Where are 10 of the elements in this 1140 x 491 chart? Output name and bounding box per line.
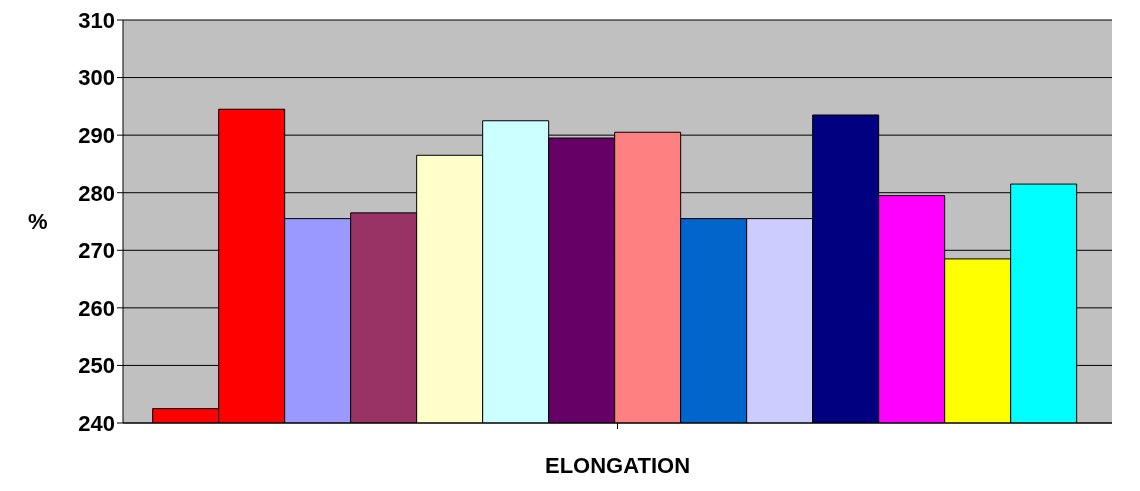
y-tick-label: 310 — [78, 7, 115, 33]
y-tick-label: 270 — [78, 238, 115, 264]
y-tick-label: 280 — [78, 180, 115, 206]
y-axis-title: % — [28, 209, 48, 235]
y-tick-label: 240 — [78, 410, 115, 436]
y-tick-label: 290 — [78, 122, 115, 148]
x-axis-title: ELONGATION — [544, 453, 691, 478]
y-tick-label: 250 — [78, 353, 115, 379]
y-tick-label: 300 — [78, 65, 115, 91]
y-tick-label: 260 — [78, 295, 115, 321]
